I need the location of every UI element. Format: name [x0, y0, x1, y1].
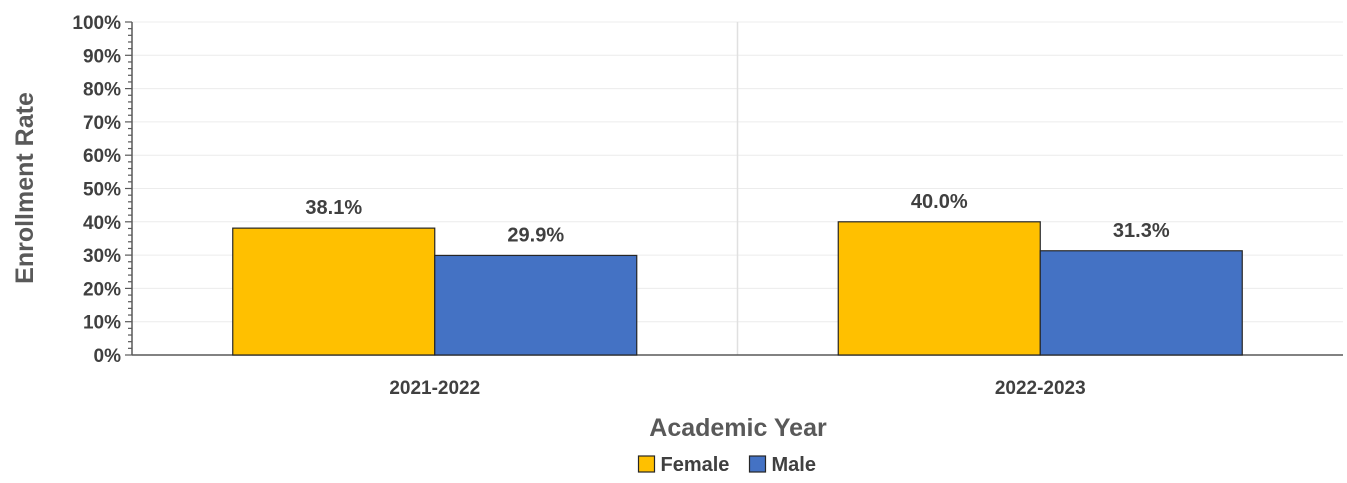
y-tick-label: 50% [83, 180, 121, 201]
y-tick-label: 30% [83, 246, 121, 267]
y-tick-label: 100% [72, 13, 121, 34]
legend: Female Male [637, 454, 816, 476]
data-label: 38.1% [305, 197, 362, 219]
bar-female [837, 221, 1041, 356]
data-label: 40.0% [911, 191, 968, 213]
y-tick-label: 70% [83, 113, 121, 134]
labels: 0% 10% 20% 30% 40% 50% 60% 70% 80% 90% 100% 38.1% 29… [72, 13, 1169, 399]
legend-label: Male [772, 454, 816, 476]
bar-female [232, 227, 436, 356]
bar-male [434, 254, 638, 356]
legend-label: Female [661, 454, 730, 476]
y-tick-label: 20% [83, 279, 121, 300]
y-tick-label: 10% [83, 313, 121, 334]
y-axis-title: Enrollment Rate [11, 92, 39, 284]
x-tick-label: 2021-2022 [389, 378, 480, 399]
y-tick-label: 60% [83, 146, 121, 167]
y-tick-label: 80% [83, 80, 121, 101]
legend-swatch [637, 455, 656, 473]
y-tick-label: 40% [83, 213, 121, 234]
bars [232, 221, 1243, 356]
y-tick-label: 0% [94, 346, 122, 367]
x-axis-title: Academic Year [649, 414, 827, 442]
legend-swatch [748, 455, 767, 473]
x-tick-label: 2022-2023 [995, 378, 1086, 399]
data-label: 29.9% [507, 224, 564, 246]
bar-male [1039, 250, 1243, 356]
data-label: 31.3% [1113, 220, 1170, 242]
y-tick-label: 90% [83, 46, 121, 67]
